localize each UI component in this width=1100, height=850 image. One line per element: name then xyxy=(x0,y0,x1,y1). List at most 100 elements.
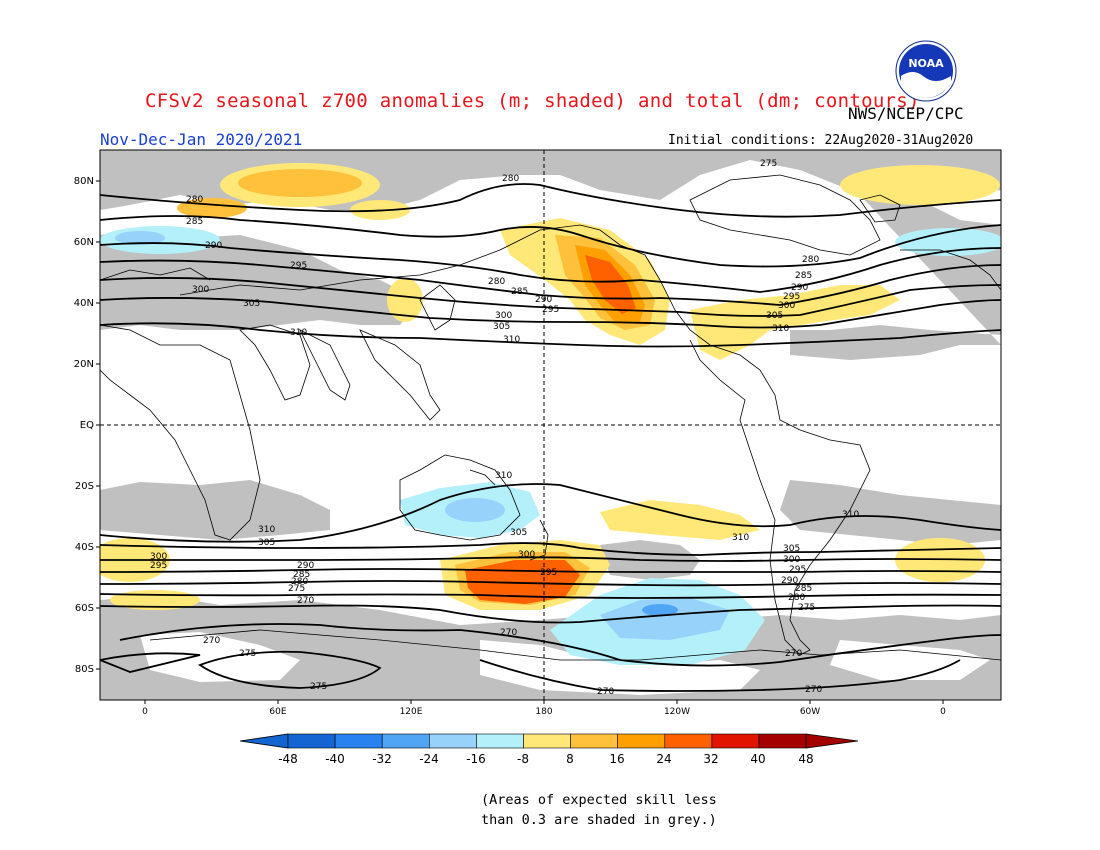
contour-label: 295 xyxy=(542,305,559,315)
contour-label: 305 xyxy=(243,299,260,309)
contour-label: 295 xyxy=(540,568,557,578)
colorbar-label: -24 xyxy=(419,752,439,766)
lat-label: 60S xyxy=(75,603,94,614)
contour-labels: 275 280 280 285 290 295 300 305 310 280 … xyxy=(150,159,859,697)
contour-label: 290 xyxy=(205,241,222,251)
contour-label: 290 xyxy=(297,561,314,571)
contour-label: 280 xyxy=(186,195,203,205)
colorbar-label: -16 xyxy=(466,752,486,766)
contour-label: 275 xyxy=(239,649,256,659)
contour-label: 305 xyxy=(783,544,800,554)
anomaly-shading xyxy=(100,150,1001,700)
contour-label: 290 xyxy=(535,295,552,305)
contour-label: 305 xyxy=(493,322,510,332)
contour-label: 295 xyxy=(150,561,167,571)
colorbar-label: 40 xyxy=(750,752,765,766)
contour-label: 275 xyxy=(310,682,327,692)
lon-label: 0 xyxy=(142,707,148,717)
contour-label: 300 xyxy=(778,301,795,311)
negative-anomalies xyxy=(100,226,1001,665)
lat-label: 40S xyxy=(75,542,94,553)
colorbar-label: -48 xyxy=(278,752,298,766)
contour-label: 300 xyxy=(150,552,167,562)
colorbar-label: 24 xyxy=(656,752,671,766)
contour-label: 280 xyxy=(488,277,505,287)
colorbar-label: 8 xyxy=(566,752,574,766)
lon-label: 120E xyxy=(400,707,423,717)
colorbar-cell xyxy=(381,733,430,749)
contour-label: 305 xyxy=(258,538,275,548)
contour-label: 305 xyxy=(766,311,783,321)
contour-label: 285 xyxy=(511,287,528,297)
colorbar-label: 32 xyxy=(703,752,718,766)
chart-title: CFSv2 seasonal z700 anomalies (m; shaded… xyxy=(145,90,920,112)
lon-label: 0 xyxy=(940,707,946,717)
footnote-line-2: than 0.3 are shaded in grey.) xyxy=(481,812,717,828)
contour-label: 270 xyxy=(203,636,220,646)
colorbar-cell xyxy=(570,733,618,749)
lat-label: 80S xyxy=(75,664,94,675)
contour-label: 275 xyxy=(798,603,815,613)
colorbar-label: 16 xyxy=(609,752,624,766)
footnote-line-1: (Areas of expected skill less xyxy=(481,792,717,808)
colorbar-cell xyxy=(758,733,807,749)
contour-label: 270 xyxy=(297,596,314,606)
colorbar-cell xyxy=(664,733,713,749)
colorbar-label: -32 xyxy=(372,752,392,766)
contour-label: 270 xyxy=(597,687,614,697)
colorbar-cell xyxy=(476,733,524,749)
contour-label: 310 xyxy=(290,328,307,338)
contour-label: 310 xyxy=(503,335,520,345)
longitude-ticks xyxy=(144,700,944,704)
lat-label: EQ xyxy=(80,420,94,431)
colorbar-label: -8 xyxy=(517,752,529,766)
lat-label: 20S xyxy=(75,481,94,492)
contour-label: 280 xyxy=(788,593,805,603)
contour-label: 310 xyxy=(732,533,749,543)
colorbar-labels: -48 -40 -32 -24 -16 -8 8 16 24 32 40 48 xyxy=(278,752,813,766)
contour-label: 310 xyxy=(772,324,789,334)
contour-label: 280 xyxy=(502,174,519,184)
contour-label: 310 xyxy=(258,525,275,535)
noaa-logo-text: NOAA xyxy=(908,57,944,70)
colorbar-arrow-high xyxy=(805,733,859,749)
contour-label: 275 xyxy=(288,584,305,594)
colorbar-arrow-low xyxy=(239,733,289,749)
latitude-ticks xyxy=(96,180,100,670)
contour-label: 295 xyxy=(290,261,307,271)
colorbar-cells xyxy=(287,733,807,749)
contour-label: 270 xyxy=(805,685,822,695)
colorbar-cell xyxy=(428,733,477,749)
colorbar-cell xyxy=(287,733,336,749)
initial-conditions: Initial conditions: 22Aug2020-31Aug2020 xyxy=(668,133,974,148)
contour-label: 290 xyxy=(791,283,808,293)
colorbar-label: -40 xyxy=(325,752,345,766)
lat-label: 40N xyxy=(74,298,94,309)
contour-label: 285 xyxy=(795,584,812,594)
colorbar-cell xyxy=(711,733,760,749)
lat-label: 20N xyxy=(74,359,94,370)
lat-label: 80N xyxy=(74,176,94,187)
contour-label: 270 xyxy=(785,649,802,659)
contour-label: 310 xyxy=(842,510,859,520)
lon-label: 120W xyxy=(664,707,690,717)
lon-label: 60W xyxy=(800,707,820,717)
latitude-axis: 80N 60N 40N 20N EQ 20S 40S 60S 80S xyxy=(74,176,94,675)
longitude-axis: 0 60E 120E 180 120W 60W 0 xyxy=(142,707,946,717)
colorbar-cell xyxy=(334,733,383,749)
contour-label: 280 xyxy=(802,255,819,265)
colorbar-label: 48 xyxy=(798,752,813,766)
contour-label: 300 xyxy=(495,311,512,321)
contour-label: 280 xyxy=(291,577,308,587)
colorbar-cell xyxy=(523,733,571,749)
colorbar-cell xyxy=(617,733,666,749)
height-contours xyxy=(100,183,1001,692)
contour-label: 275 xyxy=(760,159,777,169)
lat-label: 60N xyxy=(74,237,94,248)
contour-label: 285 xyxy=(795,271,812,281)
contour-label: 300 xyxy=(783,555,800,565)
contour-label: 285 xyxy=(293,570,310,580)
noaa-logo: NOAA xyxy=(895,40,957,102)
contour-label: 290 xyxy=(781,576,798,586)
